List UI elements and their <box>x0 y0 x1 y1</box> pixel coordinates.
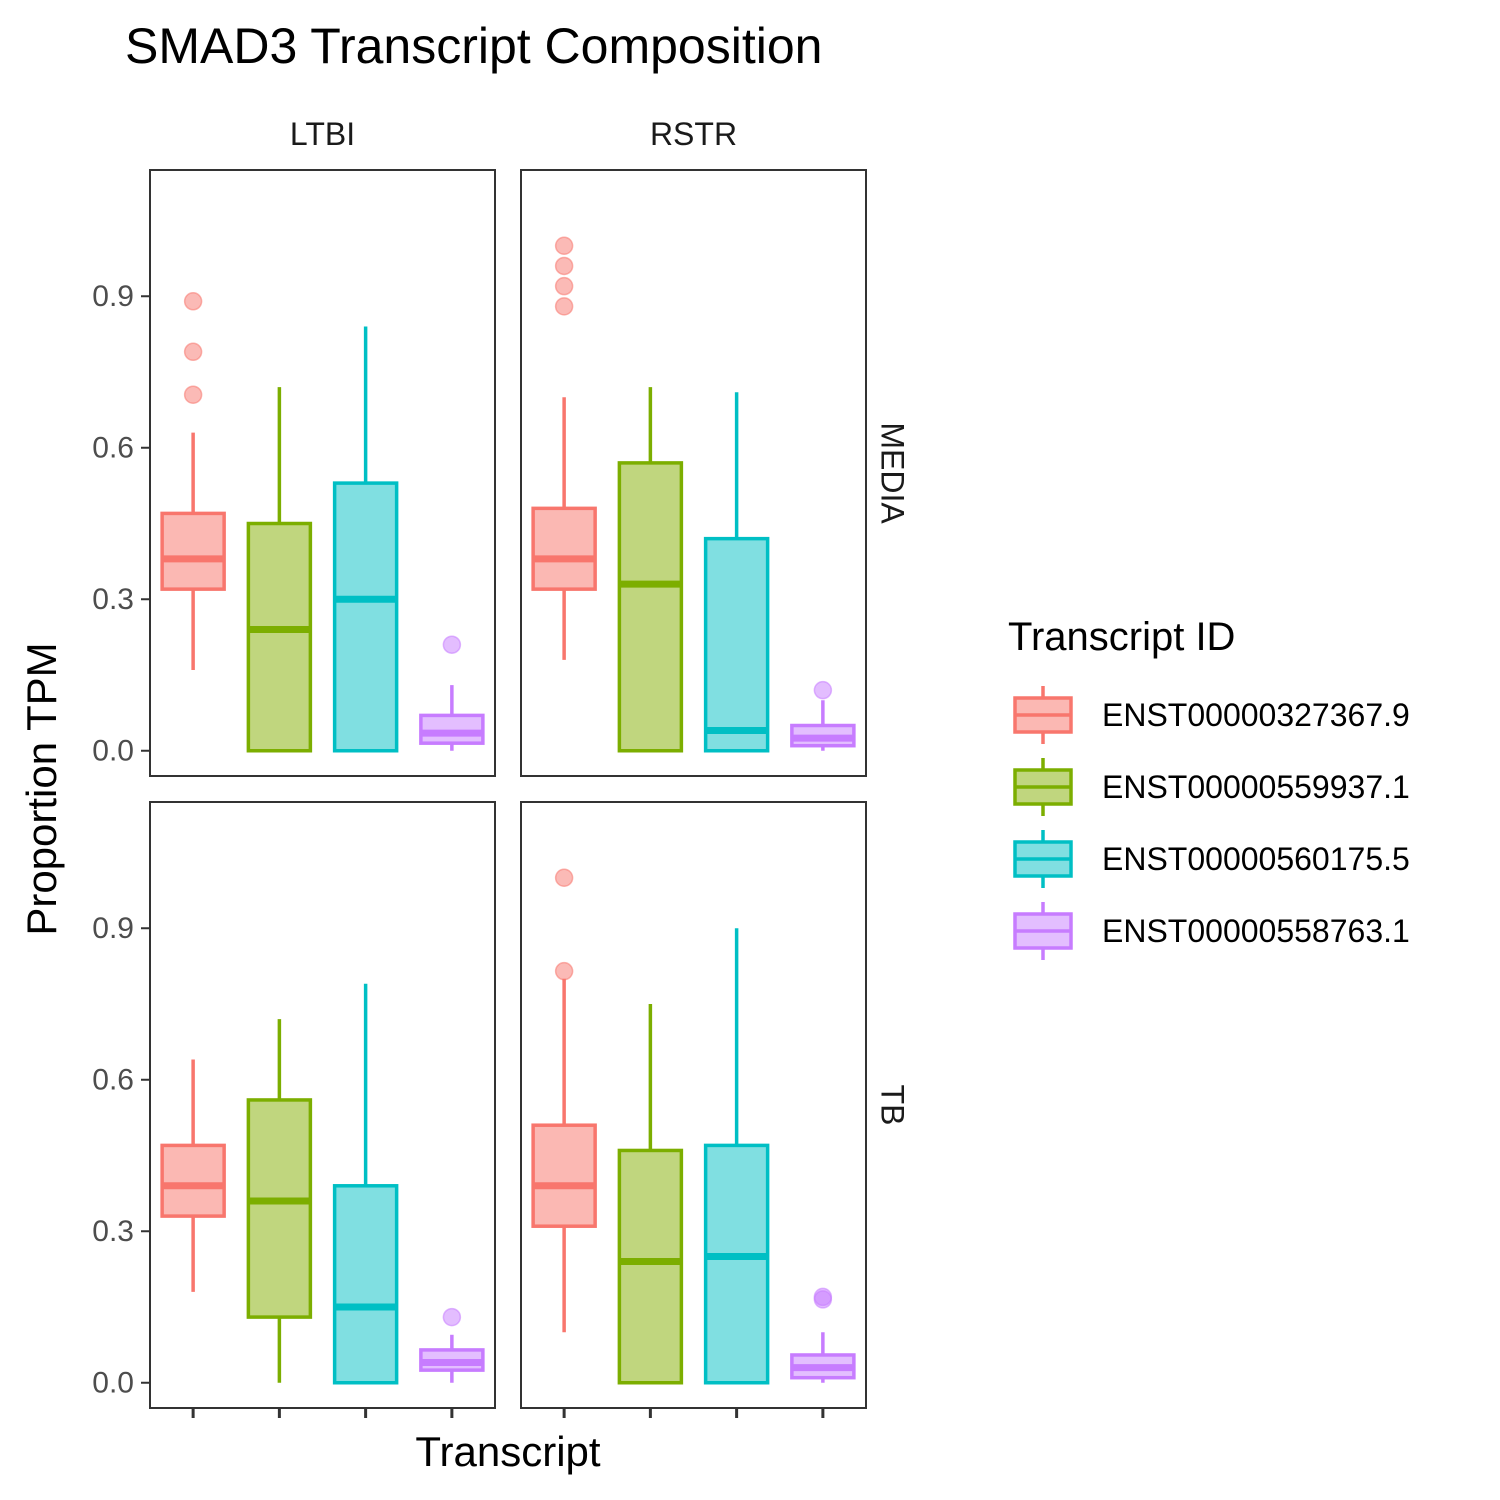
y-axis-title: Proportion TPM <box>18 642 65 935</box>
panel-media-rstr <box>520 169 867 777</box>
box-enst00000560175-5 <box>332 326 399 753</box>
outlier-point <box>554 256 574 276</box>
panel-border <box>149 169 496 777</box>
box-enst00000559937-1 <box>246 1019 313 1383</box>
outlier-point <box>554 276 574 296</box>
legend-label: ENST00000560175.5 <box>1102 841 1410 877</box>
box-iqr <box>703 1143 770 1385</box>
outlier-point <box>442 1307 462 1327</box>
box-iqr <box>246 521 313 753</box>
outlier-point <box>442 635 462 654</box>
outlier-point <box>554 868 574 887</box>
y-axis-media: 0.0 0.3 0.6 0.9 <box>92 280 150 767</box>
box-enst00000558763-1 <box>419 635 485 751</box>
outlier-point <box>183 342 203 362</box>
panel-border <box>520 169 867 777</box>
box-enst00000559937-1 <box>246 387 313 753</box>
box-iqr <box>617 461 684 753</box>
box-enst00000327367-9 <box>160 1059 226 1292</box>
box-enst00000560175-5 <box>332 983 399 1385</box>
legend-title: Transcript ID <box>1008 615 1235 659</box>
box-enst00000558763-1 <box>790 680 856 751</box>
outlier-point <box>554 236 574 255</box>
legend-key <box>1013 758 1073 816</box>
box-enst00000558763-1 <box>790 1287 856 1383</box>
box-iqr <box>160 511 226 591</box>
legend-key <box>1013 830 1073 888</box>
box-enst00000560175-5 <box>703 392 770 753</box>
x-axis-title: Transcript <box>415 1428 600 1475</box>
y-tick-label: 0.0 <box>92 734 134 767</box>
box-iqr <box>531 506 597 591</box>
box-iqr <box>332 1184 399 1385</box>
y-tick-label: 0.6 <box>92 431 134 464</box>
legend-label: ENST00000559937.1 <box>1102 769 1410 805</box>
y-tick-label: 0.0 <box>92 1366 134 1399</box>
legend-item-enst00000559937-1: ENST00000559937.1 <box>1013 758 1410 816</box>
legend-label: ENST00000558763.1 <box>1102 913 1410 949</box>
legend-label: ENST00000327367.9 <box>1102 697 1410 733</box>
panel-border <box>149 801 496 1409</box>
facet-panels <box>149 169 867 1409</box>
legend-key <box>1013 686 1073 744</box>
panel-tb-ltbi <box>149 801 496 1409</box>
outlier-point <box>183 385 203 404</box>
y-axes: 0.0 0.3 0.6 0.9 0.0 0.3 0.6 0.9 <box>92 280 150 1399</box>
strip-label-rstr: RSTR <box>650 116 737 152</box>
y-tick-label: 0.6 <box>92 1063 134 1096</box>
legend-items: ENST00000327367.9 ENST00000559937.1 ENST00… <box>1013 686 1410 960</box>
legend-key <box>1013 902 1073 960</box>
panel-border <box>520 801 867 1409</box>
y-tick-label: 0.9 <box>92 912 134 945</box>
box-enst00000327367-9 <box>160 292 226 670</box>
box-iqr <box>617 1148 684 1385</box>
legend-item-enst00000560175-5: ENST00000560175.5 <box>1013 830 1410 888</box>
outlier-point <box>813 1287 833 1307</box>
outlier-point <box>554 297 574 316</box>
x-axis <box>191 1408 825 1418</box>
chart-title: SMAD3 Transcript Composition <box>125 18 822 74</box>
y-tick-label: 0.9 <box>92 280 134 313</box>
panel-tb-rstr <box>520 801 867 1409</box>
strip-label-ltbi: LTBI <box>290 116 355 152</box>
box-iqr <box>419 713 485 745</box>
box-iqr <box>160 1143 226 1218</box>
strip-label-media: MEDIA <box>875 422 911 524</box>
outlier-point <box>183 292 203 311</box>
box-enst00000559937-1 <box>617 387 684 753</box>
y-tick-label: 0.3 <box>92 1215 134 1248</box>
legend-item-enst00000327367-9: ENST00000327367.9 <box>1013 686 1410 744</box>
box-enst00000559937-1 <box>617 1004 684 1385</box>
box-enst00000560175-5 <box>703 928 770 1385</box>
strip-label-tb: TB <box>875 1085 911 1126</box>
y-tick-label: 0.3 <box>92 583 134 616</box>
y-axis-tb: 0.0 0.3 0.6 0.9 <box>92 912 150 1399</box>
box-enst00000327367-9 <box>531 868 597 1333</box>
panel-media-ltbi <box>149 169 496 777</box>
outlier-point <box>554 961 574 981</box>
box-iqr <box>703 536 770 753</box>
box-iqr <box>332 481 399 753</box>
outlier-point <box>813 680 833 700</box>
box-enst00000558763-1 <box>419 1307 485 1383</box>
box-iqr <box>246 1098 313 1319</box>
box-enst00000327367-9 <box>531 236 597 660</box>
box-iqr <box>531 1123 597 1228</box>
legend: Transcript ID ENST00000327367.9ENST00000… <box>1008 615 1410 960</box>
legend-item-enst00000558763-1: ENST00000558763.1 <box>1013 902 1410 960</box>
